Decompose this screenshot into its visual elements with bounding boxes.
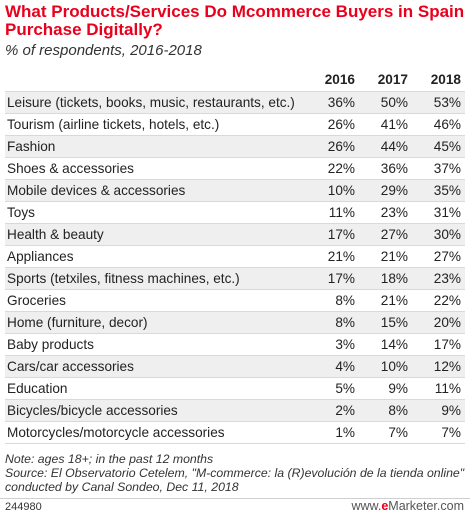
- cell-value: 50%: [359, 91, 412, 114]
- cell-value: 36%: [359, 157, 412, 180]
- table-row: Health & beauty 17% 27% 30%: [5, 223, 465, 246]
- column-header: 2018: [412, 68, 465, 92]
- table-row: Toys 11% 23% 31%: [5, 201, 465, 224]
- row-label: Home (furniture, decor): [5, 311, 306, 334]
- cell-value: 17%: [306, 267, 359, 290]
- cell-value: 17%: [412, 333, 465, 356]
- cell-value: 8%: [306, 311, 359, 334]
- brand-logo[interactable]: www.eMarketer.com: [351, 499, 464, 513]
- table-row: Shoes & accessories 22% 36% 37%: [5, 157, 465, 180]
- cell-value: 27%: [412, 245, 465, 268]
- row-label: Shoes & accessories: [5, 157, 306, 180]
- table-row: Home (furniture, decor) 8% 15% 20%: [5, 311, 465, 334]
- cell-value: 8%: [306, 289, 359, 312]
- table-row: Mobile devices & accessories 10% 29% 35%: [5, 179, 465, 202]
- data-table: 2016 2017 2018 Leisure (tickets, books, …: [5, 68, 465, 444]
- table-row: Education 5% 9% 11%: [5, 377, 465, 400]
- table-row: Groceries 8% 21% 22%: [5, 289, 465, 312]
- column-header: 2016: [306, 68, 359, 92]
- cell-value: 31%: [412, 201, 465, 224]
- header-blank: [5, 68, 306, 92]
- cell-value: 1%: [306, 421, 359, 444]
- cell-value: 44%: [359, 135, 412, 158]
- cell-value: 11%: [412, 377, 465, 400]
- cell-value: 2%: [306, 399, 359, 422]
- cell-value: 26%: [306, 135, 359, 158]
- row-label: Baby products: [5, 333, 306, 356]
- row-label: Tourism (airline tickets, hotels, etc.): [5, 113, 306, 136]
- cell-value: 26%: [306, 113, 359, 136]
- cell-value: 35%: [412, 179, 465, 202]
- cell-value: 15%: [359, 311, 412, 334]
- row-label: Mobile devices & accessories: [5, 179, 306, 202]
- cell-value: 18%: [359, 267, 412, 290]
- cell-value: 17%: [306, 223, 359, 246]
- brand-accent: e: [381, 499, 389, 513]
- source-note: Note: ages 18+; in the past 12 months So…: [5, 452, 465, 494]
- row-label: Sports (tetxiles, fitness machines, etc.…: [5, 267, 306, 290]
- cell-value: 21%: [359, 245, 412, 268]
- table-row: Sports (tetxiles, fitness machines, etc.…: [5, 267, 465, 290]
- cell-value: 8%: [359, 399, 412, 422]
- cell-value: 9%: [412, 399, 465, 422]
- row-label: Motorcycles/motorcycle accessories: [5, 421, 306, 444]
- cell-value: 14%: [359, 333, 412, 356]
- cell-value: 30%: [412, 223, 465, 246]
- row-label: Bicycles/bicycle accessories: [5, 399, 306, 422]
- table-row: Cars/car accessories 4% 10% 12%: [5, 355, 465, 378]
- row-label: Education: [5, 377, 306, 400]
- column-header: 2017: [359, 68, 412, 92]
- cell-value: 10%: [359, 355, 412, 378]
- table-row: Tourism (airline tickets, hotels, etc.) 2…: [5, 113, 465, 136]
- cell-value: 36%: [306, 91, 359, 114]
- cell-value: 5%: [306, 377, 359, 400]
- cell-value: 4%: [306, 355, 359, 378]
- cell-value: 41%: [359, 113, 412, 136]
- source-text: Source: El Observatorio Cetelem, "M-comm…: [5, 466, 465, 494]
- cell-value: 53%: [412, 91, 465, 114]
- cell-value: 12%: [412, 355, 465, 378]
- cell-value: 29%: [359, 179, 412, 202]
- footer-divider: [0, 498, 470, 499]
- table-row: Baby products 3% 14% 17%: [5, 333, 465, 356]
- table-row: Appliances 21% 21% 27%: [5, 245, 465, 268]
- cell-value: 20%: [412, 311, 465, 334]
- table-row: Fashion 26% 44% 45%: [5, 135, 465, 158]
- chart-subtitle: % of respondents, 2016-2018: [5, 42, 202, 59]
- table-row: Bicycles/bicycle accessories 2% 8% 9%: [5, 399, 465, 422]
- cell-value: 21%: [359, 289, 412, 312]
- row-label: Groceries: [5, 289, 306, 312]
- cell-value: 3%: [306, 333, 359, 356]
- row-label: Appliances: [5, 245, 306, 268]
- brand-prefix: www.: [351, 499, 382, 513]
- row-label: Cars/car accessories: [5, 355, 306, 378]
- table-row: Leisure (tickets, books, music, restaura…: [5, 91, 465, 114]
- row-label: Leisure (tickets, books, music, restaura…: [5, 91, 306, 114]
- cell-value: 23%: [359, 201, 412, 224]
- cell-value: 9%: [359, 377, 412, 400]
- cell-value: 46%: [412, 113, 465, 136]
- note-text: Note: ages 18+; in the past 12 months: [5, 452, 214, 466]
- cell-value: 7%: [412, 421, 465, 444]
- cell-value: 45%: [412, 135, 465, 158]
- chart-title: What Products/Services Do Mcommerce Buye…: [5, 2, 465, 39]
- cell-value: 22%: [412, 289, 465, 312]
- cell-value: 23%: [412, 267, 465, 290]
- row-label: Fashion: [5, 135, 306, 158]
- cell-value: 27%: [359, 223, 412, 246]
- row-label: Health & beauty: [5, 223, 306, 246]
- cell-value: 7%: [359, 421, 412, 444]
- cell-value: 37%: [412, 157, 465, 180]
- cell-value: 22%: [306, 157, 359, 180]
- table-row: Motorcycles/motorcycle accessories 1% 7% 7%: [5, 421, 465, 444]
- cell-value: 10%: [306, 179, 359, 202]
- cell-value: 11%: [306, 201, 359, 224]
- cell-value: 21%: [306, 245, 359, 268]
- brand-suffix: Marketer.com: [388, 499, 464, 513]
- row-label: Toys: [5, 201, 306, 224]
- header-row: 2016 2017 2018: [5, 68, 465, 92]
- chart-id: 244980: [5, 501, 42, 513]
